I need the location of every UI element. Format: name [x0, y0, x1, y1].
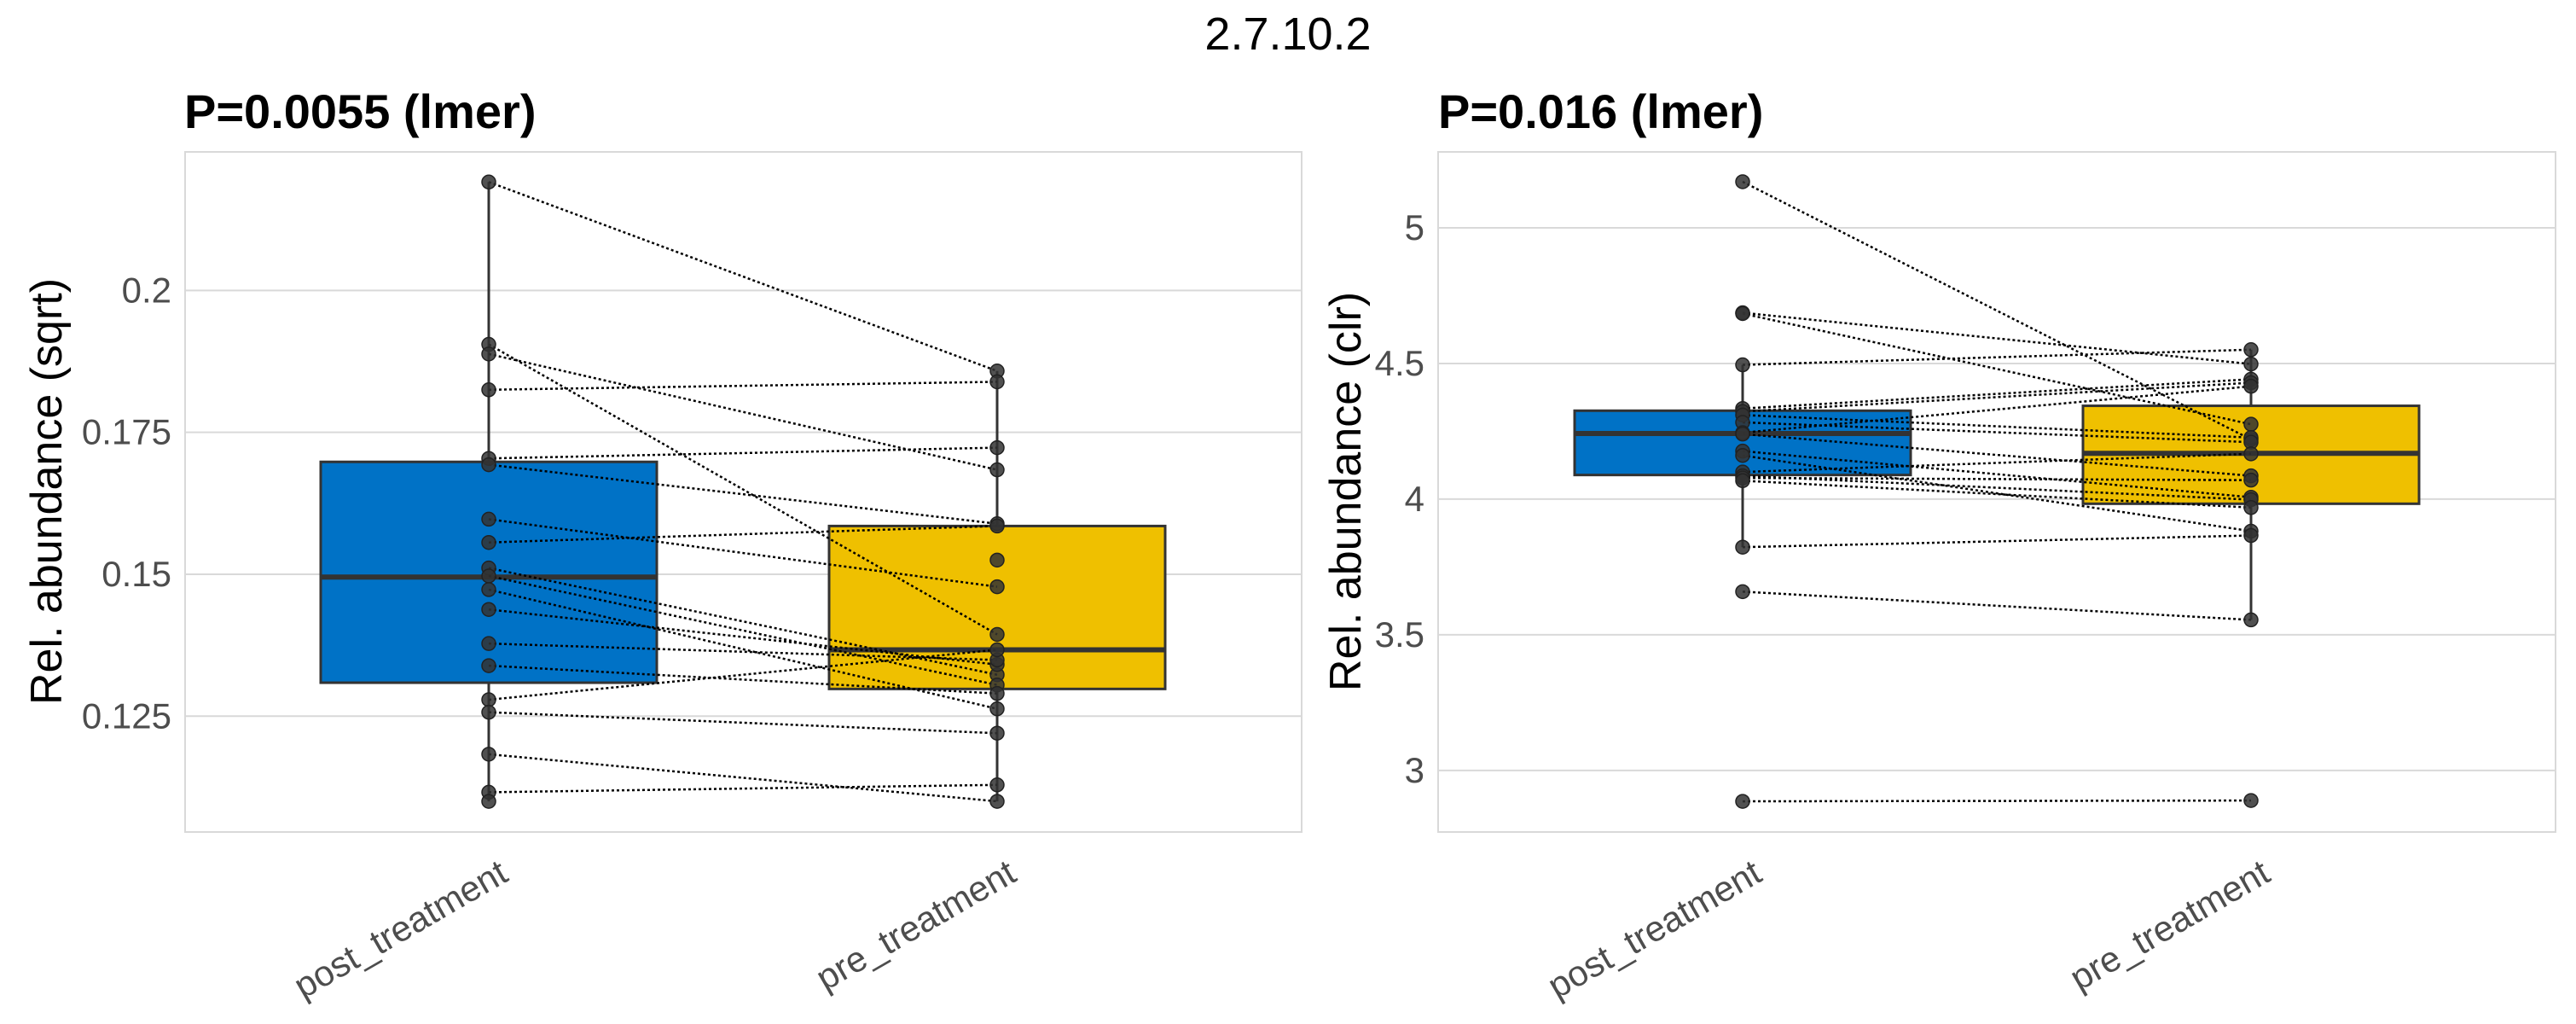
data-point-post_treatment [481, 692, 496, 707]
paired-lines [1742, 180, 2252, 803]
x-tick-label: post_treatment [287, 852, 513, 1006]
data-point-pre_treatment [2243, 527, 2259, 544]
data-point-post_treatment [481, 636, 496, 651]
y-tick-label: 5 [1405, 207, 1424, 247]
data-point-post_treatment [481, 457, 496, 473]
paired-line [488, 753, 998, 803]
data-point-pre_treatment [2243, 500, 2259, 515]
x-tick-label: pre_treatment [2063, 852, 2277, 998]
data-points [1735, 174, 2259, 809]
paired-line [1742, 311, 2252, 365]
paired-line [1742, 180, 2252, 441]
paired-line [1742, 799, 2252, 803]
paired-line [488, 588, 998, 710]
y-tick-label: 0.15 [102, 554, 171, 594]
data-point-post_treatment [481, 582, 496, 597]
data-point-post_treatment [1735, 794, 1750, 809]
paired-line [1742, 591, 2252, 621]
data-point-pre_treatment [989, 777, 1005, 793]
paired-line [488, 608, 998, 666]
paired-line [488, 649, 998, 701]
paired-line [488, 463, 998, 525]
data-point-post_treatment [1735, 584, 1750, 600]
data-point-post_treatment [481, 534, 496, 550]
data-point-pre_treatment [2243, 342, 2259, 358]
panel-title: P=0.016 (lmer) [1438, 84, 1763, 138]
data-point-pre_treatment [2243, 612, 2259, 628]
y-tick-label: 4 [1405, 479, 1424, 519]
data-point-post_treatment [481, 511, 496, 527]
paired-line [1742, 454, 2252, 532]
data-point-post_treatment [1735, 447, 1750, 463]
paired-lines [488, 181, 998, 803]
y-tick-label: 3 [1405, 750, 1424, 790]
data-point-pre_treatment [989, 374, 1005, 390]
data-point-pre_treatment [989, 725, 1005, 741]
data-point-post_treatment [481, 602, 496, 617]
data-point-post_treatment [1735, 305, 1750, 322]
data-point-post_treatment [1735, 473, 1750, 489]
data-point-pre_treatment [989, 685, 1005, 701]
paired-line [488, 783, 998, 794]
paired-line [1742, 450, 2252, 498]
data-point-post_treatment [1735, 539, 1750, 555]
data-point-post_treatment [481, 704, 496, 720]
y-tick-label: 0.175 [82, 412, 171, 452]
paired-line [488, 181, 998, 372]
data-point-pre_treatment [2243, 416, 2259, 432]
figure-title: 2.7.10.2 [1204, 9, 1371, 60]
paired-line [1742, 534, 2252, 549]
y-tick-label: 3.5 [1375, 614, 1424, 655]
plot-border [1437, 151, 2556, 833]
paired-line [1742, 348, 2252, 366]
paired-line [1742, 378, 2252, 410]
data-point-pre_treatment [989, 462, 1005, 478]
paired-line [1742, 433, 2252, 477]
data-point-post_treatment [481, 346, 496, 362]
data-point-pre_treatment [2243, 446, 2259, 462]
data-point-pre_treatment [2243, 356, 2259, 372]
data-point-pre_treatment [989, 552, 1005, 568]
data-point-pre_treatment [989, 439, 1005, 456]
panel-clr: P=0.016 (lmer) Rel. abundance (clr) 3 3.5… [1321, 84, 2556, 1006]
data-point-pre_treatment [2243, 793, 2259, 808]
data-point-post_treatment [481, 747, 496, 762]
y-tick-label: 0.125 [82, 695, 171, 736]
x-tick-label: post_treatment [1540, 852, 1767, 1006]
paired-line [1742, 312, 2252, 426]
data-point-post_treatment [481, 658, 496, 673]
data-point-post_treatment [1735, 426, 1750, 442]
data-point-post_treatment [481, 174, 496, 190]
data-point-post_treatment [481, 794, 496, 809]
y-tick-label: 4.5 [1375, 343, 1424, 383]
y-tick-label: 0.2 [122, 270, 171, 310]
y-axis-label: Rel. abundance (clr) [1321, 292, 1371, 691]
data-point-pre_treatment [989, 579, 1005, 595]
paired-line [1742, 385, 2252, 434]
data-point-post_treatment [481, 568, 496, 584]
x-tick-label: pre_treatment [809, 852, 1023, 998]
data-point-pre_treatment [989, 626, 1005, 643]
data-point-pre_treatment [989, 701, 1005, 717]
data-point-pre_treatment [989, 518, 1005, 534]
data-point-post_treatment [1735, 174, 1750, 189]
plot-border [184, 151, 1303, 833]
data-point-post_treatment [1735, 357, 1750, 373]
data-point-pre_treatment [2243, 472, 2259, 488]
paired-line [488, 352, 998, 471]
data-point-pre_treatment [989, 794, 1005, 809]
paired-line [488, 446, 998, 460]
panel-sqrt: P=0.0055 (lmer) Rel. abundance (sqrt) 0.… [22, 84, 1303, 1006]
data-points [481, 174, 1005, 809]
paired-line [488, 518, 998, 588]
data-point-pre_treatment [2243, 378, 2259, 394]
panel-title: P=0.0055 (lmer) [184, 84, 536, 138]
paired-line [488, 343, 998, 636]
y-axis-label: Rel. abundance (sqrt) [22, 278, 72, 705]
data-point-pre_treatment [989, 642, 1005, 658]
data-point-post_treatment [481, 382, 496, 398]
